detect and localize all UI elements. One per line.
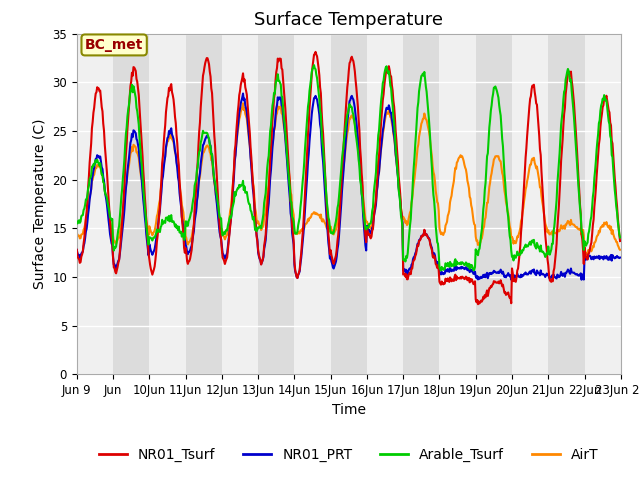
Bar <box>548 34 584 374</box>
Bar <box>476 34 512 374</box>
Bar <box>258 34 294 374</box>
Y-axis label: Surface Temperature (C): Surface Temperature (C) <box>33 119 47 289</box>
Bar <box>113 34 149 374</box>
Text: BC_met: BC_met <box>85 38 143 52</box>
Bar <box>584 34 621 374</box>
Bar <box>440 34 476 374</box>
Bar <box>149 34 186 374</box>
Bar <box>512 34 548 374</box>
Bar <box>77 34 113 374</box>
Bar <box>331 34 367 374</box>
Bar <box>222 34 258 374</box>
X-axis label: Time: Time <box>332 403 366 417</box>
Bar <box>294 34 331 374</box>
Legend: NR01_Tsurf, NR01_PRT, Arable_Tsurf, AirT: NR01_Tsurf, NR01_PRT, Arable_Tsurf, AirT <box>93 443 604 468</box>
Bar <box>186 34 222 374</box>
Bar <box>403 34 440 374</box>
Bar <box>367 34 403 374</box>
Title: Surface Temperature: Surface Temperature <box>254 11 444 29</box>
